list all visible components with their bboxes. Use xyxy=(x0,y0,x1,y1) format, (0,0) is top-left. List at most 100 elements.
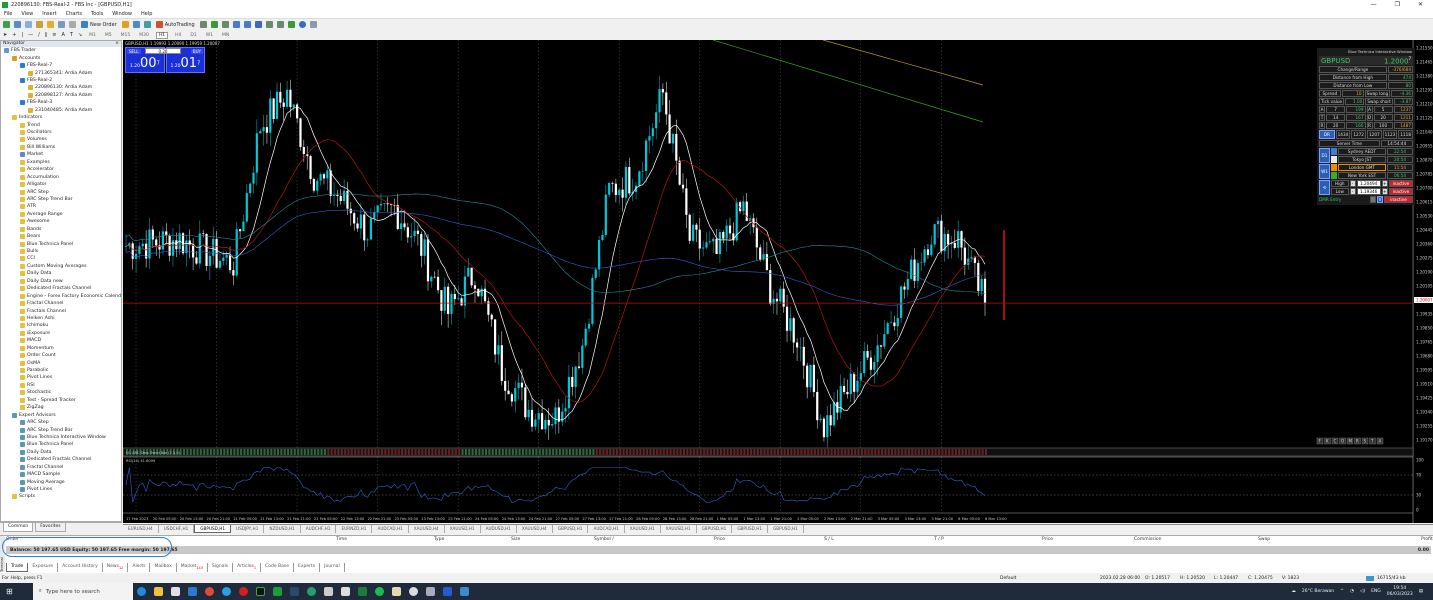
app-network-icon[interactable] xyxy=(425,587,435,596)
navigator-item[interactable]: Accumulation xyxy=(1,173,121,180)
tab-favorites[interactable]: Favorites xyxy=(35,523,66,532)
navigator-item[interactable]: Fractal Channel xyxy=(1,300,121,307)
chart-tab[interactable]: AUDCAD,H1 xyxy=(588,525,625,533)
edge-icon[interactable] xyxy=(136,587,146,596)
navigator-item[interactable]: Test - Spread Tracker xyxy=(1,397,121,404)
navigator-item[interactable]: Indicators xyxy=(1,114,121,121)
vertical-line-icon[interactable]: | xyxy=(21,32,24,38)
terminal-tab[interactable]: Code Base xyxy=(261,563,295,572)
new-chart-icon[interactable] xyxy=(3,21,10,28)
navigator-item[interactable]: FBS-Real-2 xyxy=(1,77,121,84)
chart-tab[interactable]: XAUUSD,H1 xyxy=(445,525,481,533)
navigator-item[interactable]: 220896130: Ardia Adam xyxy=(1,84,121,91)
column-header[interactable]: Time xyxy=(336,537,348,542)
chart-filter-button[interactable]: T xyxy=(1369,437,1376,445)
navigator-item[interactable]: Trend xyxy=(1,121,121,128)
navigator-item[interactable]: Stochastic xyxy=(1,389,121,396)
timeframe-m15[interactable]: M15 xyxy=(120,32,131,38)
navigator-item[interactable]: 231040485: Ardia Adam xyxy=(1,107,121,114)
navigator-item[interactable]: Daily Data xyxy=(1,270,121,277)
chart-tab[interactable]: GBPUSD,H1 xyxy=(768,525,804,533)
low-inactive-button[interactable]: inactive xyxy=(1388,188,1413,195)
navigator-item[interactable]: Examples xyxy=(1,159,121,166)
signals-icon[interactable] xyxy=(143,21,151,28)
navigator-item[interactable]: ARC Step Trend Bar xyxy=(1,426,121,433)
high-minus-button[interactable]: - xyxy=(1349,180,1356,187)
column-header[interactable]: Profit xyxy=(1421,537,1433,542)
w1-button[interactable]: W1 xyxy=(1319,164,1330,179)
column-header[interactable]: Price xyxy=(714,537,725,542)
navigator-item[interactable]: FBS Trader xyxy=(1,47,121,54)
high-input[interactable]: 1.20494 xyxy=(1356,180,1381,187)
column-header[interactable]: Symbol / xyxy=(594,537,614,542)
text-label-icon[interactable]: T xyxy=(69,32,73,38)
chart-tab[interactable]: EURUSD,H4 xyxy=(123,525,159,533)
chart-tab[interactable]: XAUUSD,H1 xyxy=(661,525,697,533)
terminal-tab[interactable]: Alerts xyxy=(128,563,151,572)
volume-icon[interactable]: ◁) xyxy=(1359,589,1366,594)
mail-icon[interactable] xyxy=(187,587,197,596)
column-header[interactable]: Price xyxy=(1042,537,1053,542)
navigator-item[interactable]: Custom Moving Averages xyxy=(1,263,121,270)
arrows-icon[interactable]: ↘ xyxy=(77,32,83,38)
navigator-item[interactable]: Awesome xyxy=(1,218,121,225)
text-icon[interactable]: A xyxy=(61,32,65,38)
chart-filter-button[interactable]: M xyxy=(1346,437,1354,445)
terminal-tab[interactable]: Account History xyxy=(58,563,103,572)
chart-tab[interactable]: XAUUSD,H4 xyxy=(409,525,445,533)
horizontal-line-icon[interactable]: — xyxy=(28,32,34,38)
navigator-item[interactable]: MACD xyxy=(1,337,121,344)
navigator-item[interactable]: Daily Data new xyxy=(1,278,121,285)
navigator-item[interactable]: Accelerator xyxy=(1,166,121,173)
terminal-tab[interactable]: News12 xyxy=(103,563,129,572)
candlestick-icon[interactable] xyxy=(210,21,218,28)
calendar-icon[interactable] xyxy=(170,587,180,596)
column-header[interactable]: Commission xyxy=(1134,537,1162,542)
menu-charts[interactable]: Charts xyxy=(65,10,82,17)
channel-icon[interactable]: ∥ xyxy=(44,32,48,38)
session-color-toggle[interactable] xyxy=(1331,148,1337,155)
menu-insert[interactable]: Insert xyxy=(42,10,57,17)
line-chart-icon[interactable] xyxy=(221,21,229,28)
navigator-item[interactable]: Heiken Ashi xyxy=(1,315,121,322)
navigator-item[interactable]: Moving Average xyxy=(1,478,121,485)
navigator-item[interactable]: CCI xyxy=(1,255,121,262)
chart-tab[interactable]: AUDCHF,H1 xyxy=(301,525,337,533)
timeframe-d1[interactable]: D1 xyxy=(190,32,197,38)
navigator-item[interactable]: Fractals Channel xyxy=(1,307,121,314)
zoom-out-icon[interactable] xyxy=(243,21,251,28)
app-red-icon[interactable] xyxy=(238,587,248,596)
column-header[interactable]: T / P xyxy=(934,537,944,542)
column-header[interactable]: S / L xyxy=(824,537,834,542)
options-icon[interactable] xyxy=(132,21,140,28)
navigator-item[interactable]: Volumes xyxy=(1,136,121,143)
menu-tools[interactable]: Tools xyxy=(90,10,104,17)
low-input[interactable]: 1.19346 xyxy=(1356,188,1381,195)
tile-windows-icon[interactable] xyxy=(254,21,262,28)
chrome-icon[interactable] xyxy=(204,587,214,596)
refresh-button[interactable]: ⟲ xyxy=(1319,180,1330,195)
weather-text[interactable]: 26°C Berawan xyxy=(1301,589,1335,594)
low-minus-button[interactable]: - xyxy=(1349,188,1356,195)
chart-tab[interactable]: EURNZD,H1 xyxy=(336,525,373,533)
column-header[interactable]: Size xyxy=(511,537,521,542)
navigator-item[interactable]: Bears xyxy=(1,233,121,240)
terminal-tab[interactable]: Signals xyxy=(208,563,234,572)
dmr-checkbox[interactable] xyxy=(1370,196,1376,203)
navigator-item[interactable]: Bill Williams xyxy=(1,144,121,151)
menu-help[interactable]: Help xyxy=(141,10,153,17)
sell-button[interactable]: SELL 1.20007 xyxy=(125,47,165,73)
timeframe-m1[interactable]: M1 xyxy=(89,32,96,38)
navigator-item[interactable]: Fractal Channel xyxy=(1,464,121,471)
autotrading-button[interactable]: AutoTrading xyxy=(155,20,196,29)
fbs-mt4-icon[interactable] xyxy=(272,587,282,596)
minimize-button[interactable]: — xyxy=(1370,1,1377,8)
navigator-item[interactable]: FBS-Real-7 xyxy=(1,62,121,69)
navigator-item[interactable]: Daily Data xyxy=(1,449,121,456)
chart-tab[interactable]: GBPUSD,H1 xyxy=(697,525,733,533)
terminal-tab[interactable]: Market143 xyxy=(177,563,208,572)
clock[interactable]: 19:54 06/03/2023 xyxy=(1387,586,1413,598)
navigator-item[interactable]: Expert Advisors xyxy=(1,411,121,418)
new-order-button[interactable]: New Order xyxy=(80,20,118,29)
trendline-icon[interactable]: / xyxy=(38,32,40,38)
